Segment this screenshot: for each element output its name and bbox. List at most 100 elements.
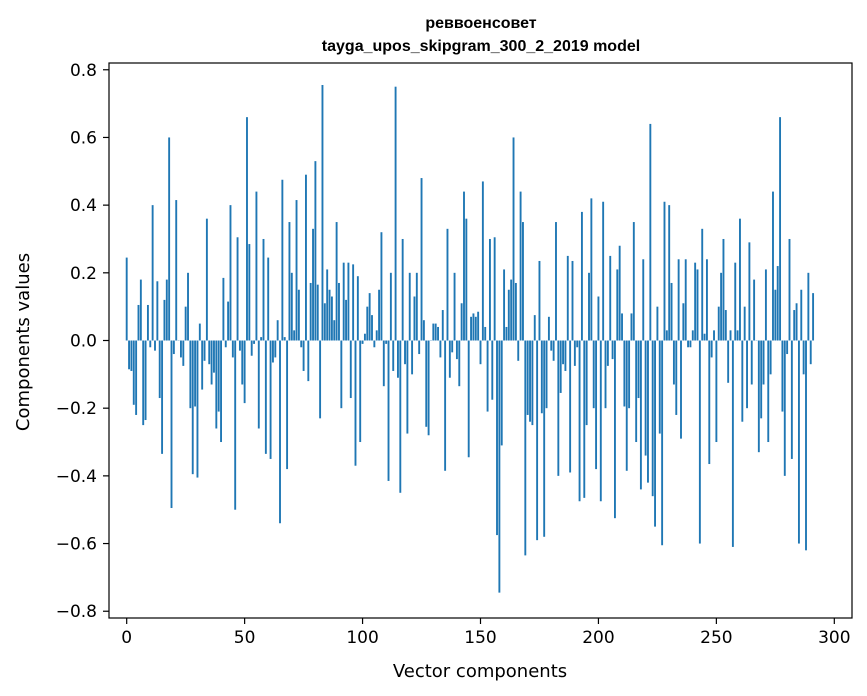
- bar-86: [328, 289, 331, 341]
- bar-208: [616, 269, 619, 341]
- bar-175: [538, 260, 541, 341]
- bar-group: [125, 85, 815, 593]
- bar-251: [717, 306, 720, 341]
- bar-101: [363, 333, 366, 341]
- bar-201: [599, 340, 602, 502]
- bar-222: [649, 123, 652, 341]
- bar-24: [182, 340, 185, 366]
- bar-112: [389, 272, 392, 341]
- bar-79: [312, 228, 314, 341]
- x-tick-label: 100: [346, 628, 378, 648]
- bar-252: [720, 272, 723, 341]
- bar-49: [241, 340, 244, 385]
- x-tick-label: 200: [582, 628, 614, 648]
- bar-291: [812, 293, 815, 341]
- chart-title: реввоенсовет: [425, 15, 536, 32]
- bar-12: [154, 340, 156, 351]
- bar-113: [392, 340, 395, 371]
- bar-9: [146, 304, 149, 341]
- bar-249: [713, 330, 715, 341]
- bar-26: [187, 272, 189, 341]
- bar-223: [651, 340, 654, 497]
- bar-10: [149, 340, 152, 348]
- bar-41: [222, 277, 225, 341]
- bar-66: [281, 179, 284, 341]
- bar-211: [623, 340, 626, 407]
- bar-194: [583, 340, 586, 498]
- bar-181: [552, 340, 555, 361]
- bar-231: [670, 282, 673, 341]
- bar-279: [783, 340, 786, 476]
- bar-2: [130, 340, 133, 371]
- bar-142: [460, 303, 463, 341]
- bar-3: [132, 340, 135, 405]
- bar-214: [630, 313, 633, 341]
- bar-228: [663, 201, 666, 341]
- bar-253: [722, 238, 725, 341]
- bar-145: [467, 340, 470, 458]
- bar-25: [184, 306, 187, 341]
- bar-93: [345, 299, 347, 341]
- bar-282: [790, 340, 793, 459]
- bar-62: [271, 340, 274, 363]
- bar-186: [564, 340, 567, 371]
- plot-frame: [108, 62, 853, 619]
- bar-286: [800, 289, 803, 341]
- bar-70: [290, 272, 293, 341]
- bar-281: [788, 238, 791, 341]
- bar-210: [621, 313, 623, 341]
- bar-152: [484, 326, 487, 341]
- bar-239: [689, 340, 692, 348]
- bar-126: [422, 320, 425, 341]
- bar-30: [196, 340, 199, 478]
- bar-226: [658, 340, 661, 434]
- bar-114: [394, 86, 397, 341]
- bar-105: [373, 340, 376, 348]
- bar-183: [557, 340, 560, 476]
- bar-107: [378, 289, 381, 341]
- bar-0: [125, 257, 128, 341]
- bar-162: [507, 289, 510, 341]
- bar-40: [220, 340, 222, 443]
- bar-258: [734, 262, 737, 341]
- bar-76: [305, 174, 307, 341]
- bar-143: [463, 191, 465, 341]
- y-tick-label: −0.4: [56, 467, 97, 487]
- bar-154: [488, 238, 491, 341]
- bar-184: [559, 340, 562, 393]
- bar-238: [687, 340, 690, 348]
- bar-199: [595, 340, 598, 470]
- y-axis-label: Components values: [13, 253, 34, 431]
- bar-146: [470, 316, 473, 341]
- bar-44: [229, 205, 232, 341]
- bar-73: [297, 289, 300, 341]
- bar-246: [705, 259, 708, 341]
- bar-233: [675, 340, 678, 415]
- bar-90: [338, 282, 340, 341]
- bar-243: [698, 340, 701, 544]
- bar-165: [514, 282, 517, 341]
- bar-230: [668, 205, 671, 341]
- bar-57: [260, 337, 263, 341]
- bar-172: [531, 340, 534, 426]
- bar-58: [262, 238, 265, 341]
- y-tick-label: 0.8: [70, 61, 97, 81]
- bar-157: [496, 340, 498, 536]
- bar-15: [161, 340, 164, 454]
- bar-102: [366, 306, 369, 341]
- bar-95: [349, 340, 352, 399]
- bar-203: [604, 340, 607, 409]
- bar-92: [342, 262, 345, 341]
- bar-190: [573, 340, 576, 366]
- bar-185: [562, 340, 564, 365]
- bar-176: [540, 340, 543, 414]
- bar-35: [208, 340, 211, 365]
- bar-220: [644, 340, 647, 456]
- bar-198: [592, 340, 595, 409]
- bar-111: [387, 340, 390, 481]
- bar-147: [472, 313, 475, 341]
- bar-207: [614, 340, 616, 519]
- bar-82: [319, 340, 322, 419]
- bar-266: [753, 279, 756, 341]
- bar-261: [741, 340, 744, 422]
